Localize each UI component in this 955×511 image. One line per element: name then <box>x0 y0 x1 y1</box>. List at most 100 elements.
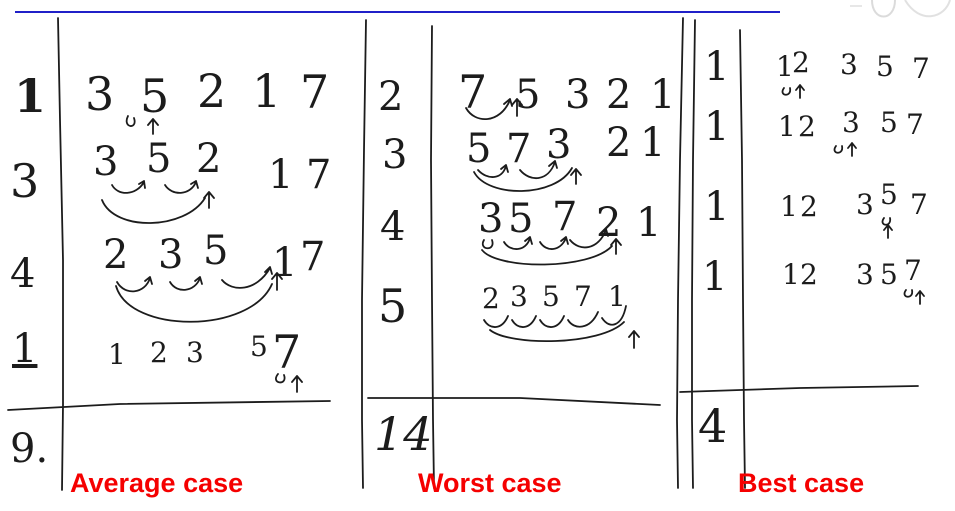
avg-r2-v4: 1 <box>268 152 293 198</box>
divider-average-worst <box>361 19 367 489</box>
avg-r1-v4: 1 <box>252 64 281 118</box>
avg-r3-swap1 <box>116 276 153 293</box>
worst-r3-v4: 2 <box>596 200 621 246</box>
average-case-section: 1 3 4 1 9. 3 5 2 1 7 3 5 2 1 7 2 3 5 1 7 <box>10 64 331 472</box>
worst-r1-v3: 3 <box>565 72 590 118</box>
avg-r3-v5: 7 <box>300 234 325 280</box>
avg-r1-v3: 2 <box>197 64 226 118</box>
avg-total: 9. <box>10 426 48 472</box>
best-total: 4 <box>698 399 727 453</box>
average-case-caption: Average case <box>70 468 244 498</box>
avg-r2-v1: 3 <box>93 139 118 185</box>
avg-r4-v3: 3 <box>186 336 204 369</box>
avg-r1-v1: 3 <box>85 67 114 121</box>
worst-r2-arrow <box>570 168 582 185</box>
best-r2-v1: 1 <box>778 110 796 143</box>
worst-r3-v2: 5 <box>508 196 533 242</box>
avg-count-2: 3 <box>10 154 39 208</box>
ghost-logo-icon <box>850 0 951 18</box>
best-r2-arrow <box>847 142 857 157</box>
best-r4-v2: 2 <box>800 258 818 291</box>
worst-r2-swap2 <box>519 160 558 179</box>
worst-r4-arrow <box>628 330 640 349</box>
best-r4-v3: 3 <box>856 258 874 291</box>
avg-r1-arrow <box>147 118 159 135</box>
worst-r4-v2: 3 <box>510 280 528 313</box>
avg-r2-v2: 5 <box>146 136 171 182</box>
rule-average <box>7 400 331 411</box>
worst-count-2: 3 <box>382 132 407 178</box>
worst-r3-span <box>481 245 613 266</box>
avg-r2-swap2 <box>164 180 199 194</box>
worst-r2-v2: 7 <box>506 126 531 172</box>
divider-worst <box>430 25 435 489</box>
best-r4-v1: 1 <box>782 258 800 291</box>
best-case-section: 1 1 1 1 4 1 2 3 5 7 1 2 3 5 7 1 2 3 5 7 … <box>698 44 930 453</box>
avg-r3-v1: 2 <box>103 232 128 278</box>
worst-r2-v1: 5 <box>466 126 491 172</box>
best-r4-v4: 5 <box>880 258 898 291</box>
best-r2-loop <box>833 145 843 154</box>
worst-r1-swap <box>465 98 513 121</box>
best-r4-arrow <box>915 290 925 305</box>
worst-r4-span <box>489 321 625 343</box>
best-count-1: 1 <box>704 44 729 90</box>
best-r3-v4: 5 <box>880 178 898 211</box>
divider-average <box>57 17 64 491</box>
avg-r4-loop <box>275 373 286 384</box>
worst-r1-v4: 2 <box>606 72 631 118</box>
avg-r2-arrow <box>203 191 215 209</box>
worst-count-4: 5 <box>378 279 407 333</box>
rule-best <box>679 385 919 393</box>
worst-r3-swap1 <box>503 236 533 250</box>
avg-r2-swap1 <box>111 180 146 194</box>
best-r1-v2: 2 <box>792 46 810 79</box>
worst-r1-v5: 1 <box>650 72 675 118</box>
divider-worst-best-1 <box>676 17 684 489</box>
worst-r1-v2: 5 <box>515 72 540 118</box>
worst-case-caption: Worst case <box>418 468 562 498</box>
avg-count-3: 4 <box>10 251 35 297</box>
best-count-3: 1 <box>704 184 729 230</box>
avg-r3-v2: 3 <box>158 232 183 278</box>
avg-count-4: 1 <box>12 326 37 372</box>
avg-r4-arrow <box>291 375 303 393</box>
worst-r4-v1: 2 <box>482 282 500 315</box>
avg-r2-v5: 7 <box>306 152 331 198</box>
avg-r2-v3: 2 <box>196 136 221 182</box>
avg-r2-span <box>101 197 206 224</box>
best-r3-v2: 2 <box>800 190 818 223</box>
avg-r3-swap3 <box>221 266 273 289</box>
best-r3-v3: 3 <box>856 188 874 221</box>
avg-r1-v5: 7 <box>300 65 329 119</box>
divider-best <box>739 29 746 489</box>
worst-r3-swap2 <box>539 236 569 250</box>
worst-r3-loop <box>481 239 494 250</box>
best-r2-v3: 3 <box>842 106 860 139</box>
worst-r3-v3: 7 <box>552 194 577 240</box>
divider-worst-best-2 <box>691 19 696 489</box>
worst-r2-v3: 3 <box>546 122 571 168</box>
best-r1-v1: 1 <box>776 50 794 83</box>
best-r3-v1: 1 <box>780 190 798 223</box>
rule-worst <box>367 397 661 406</box>
best-count-4: 1 <box>702 254 727 300</box>
worst-r4-v3: 5 <box>542 280 560 313</box>
avg-r3-v3: 5 <box>203 228 228 274</box>
worst-r3-v5: 1 <box>636 200 661 246</box>
avg-r3-span <box>115 283 273 323</box>
avg-r3-arrow <box>271 272 283 291</box>
best-case-caption: Best case <box>738 468 865 498</box>
avg-r4-v2: 2 <box>150 336 168 369</box>
worst-r2-v5: 1 <box>640 120 665 166</box>
best-r4-loop <box>903 289 913 298</box>
best-r1-v5: 7 <box>912 52 930 85</box>
worst-r3-swap3 <box>569 228 609 249</box>
avg-r4-v5: 7 <box>272 325 301 379</box>
best-r3-loop <box>881 217 891 226</box>
avg-r3-swap2 <box>169 276 203 291</box>
worst-r3-v1: 3 <box>478 196 503 242</box>
worst-r3-arrow <box>610 238 622 255</box>
avg-count-1: 1 <box>14 69 46 123</box>
worst-r4-swaps <box>483 305 627 328</box>
